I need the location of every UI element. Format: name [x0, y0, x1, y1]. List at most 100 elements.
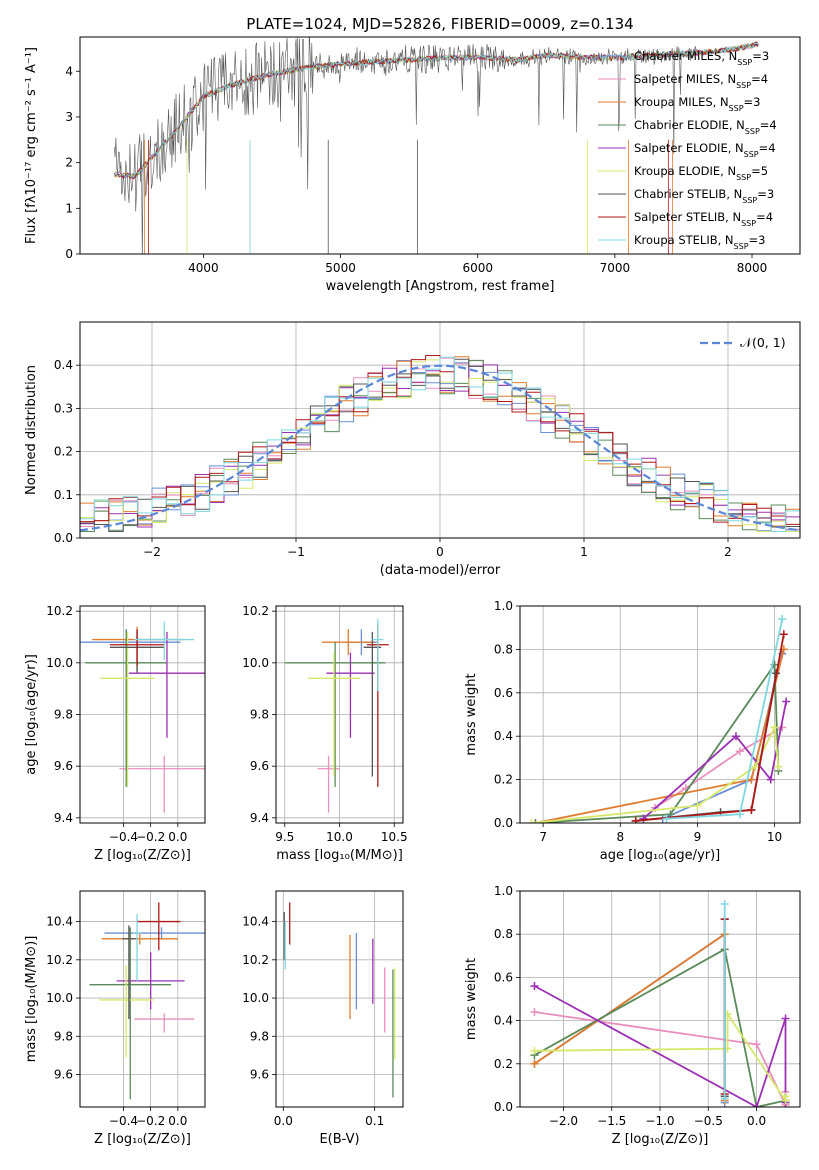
x-tick-label: −0.4	[109, 1114, 138, 1128]
x-tick-label: 0	[436, 545, 444, 559]
legend-entry: 𝒩(0, 1)	[740, 335, 786, 350]
weight-marker	[747, 775, 756, 784]
weight-marker	[720, 899, 729, 908]
y-tick-label: 9.8	[250, 1029, 269, 1043]
plot-area	[80, 355, 800, 532]
y-tick-label: 10.0	[46, 656, 73, 670]
y-tick-label: 10.0	[242, 991, 269, 1005]
x-tick-label: 5000	[325, 261, 356, 275]
x-tick-label: 6000	[462, 261, 493, 275]
weight-marker	[735, 747, 744, 756]
legend-subscript: SSP	[737, 58, 752, 67]
x-tick-label: −0.2	[136, 1114, 165, 1128]
legend-subscript: SSP	[734, 242, 749, 251]
weight-marker	[530, 1007, 539, 1016]
y-axis-label: mass weight	[464, 673, 479, 755]
panel-residuals: −2 −1 0 1 2 0.0 0.1 0.2 0.3 0.4 (data-model)/error…	[24, 321, 801, 578]
y-tick-label: 0.2	[54, 445, 73, 459]
legend-tail: =3	[757, 187, 774, 201]
plot-area	[89, 902, 205, 1100]
plot-area	[527, 615, 791, 823]
y-tick-label: 0.8	[494, 642, 513, 656]
legend-subscript: SSP	[742, 196, 757, 205]
x-tick-label: 0.0	[747, 1114, 766, 1128]
x-axis-label: Z [log₁₀(Z/Z⊙)]	[612, 1132, 709, 1147]
panel-age-vs-Z: −0.4−0.2 0.0 9.4 9.6 9.8 10.0 10.2 Z [log₁₀(Z/Z…	[24, 604, 206, 863]
legend-entry: Salpeter MILES, NSSP=4	[634, 72, 768, 90]
x-axis-label: E(B-V)	[319, 1132, 359, 1147]
legend-tail: =4	[759, 141, 776, 155]
y-tick-label: 10.2	[242, 953, 269, 967]
x-axis-label: (data-model)/error	[380, 563, 501, 578]
legend-tail: =4	[751, 72, 768, 86]
y-tick-label: 10.4	[46, 915, 73, 929]
weight-marker	[735, 810, 744, 819]
y-tick-label: 10.0	[242, 656, 269, 670]
legend-entry: Chabrier STELIB, NSSP=3	[634, 187, 774, 205]
weight-marker	[530, 1059, 539, 1068]
legend-tail: =4	[760, 118, 777, 132]
y-tick-label: 9.8	[250, 708, 269, 722]
y-tick-label: 0.0	[494, 1100, 513, 1114]
y-axis-label: age [log₁₀(age/yr)]	[24, 654, 39, 775]
legend-entry: Chabrier ELODIE, NSSP=4	[634, 118, 777, 136]
y-axis-label: Normed distribution	[24, 365, 39, 495]
y-tick-label: 0.1	[54, 488, 73, 502]
weight-line	[534, 947, 786, 1107]
legend-tail: =3	[744, 95, 761, 109]
y-tick-label: 10.2	[46, 604, 73, 618]
weight-marker	[747, 805, 756, 814]
y-tick-label: 0.0	[54, 531, 73, 545]
y-tick-label: 1.0	[494, 884, 513, 898]
y-axis-label: mass weight	[464, 958, 479, 1040]
y-tick-label: 10.4	[242, 915, 269, 929]
weight-marker	[530, 982, 539, 991]
weight-marker	[527, 819, 536, 823]
weight-marker	[774, 762, 783, 771]
x-tick-label: 9.5	[275, 830, 294, 844]
weight-marker	[781, 1014, 790, 1023]
panel-mass-vs-EBV: 0.0 0.1 9.6 9.8 10.0 10.2 10.4 E(B-V)	[242, 890, 404, 1147]
x-tick-label: 8	[616, 830, 624, 844]
weight-marker	[731, 732, 740, 741]
weight-marker	[770, 723, 779, 732]
axes-frame	[79, 890, 206, 1108]
weight-line	[642, 701, 787, 820]
x-axis-label: Z [log₁₀(Z/Z⊙)]	[94, 1132, 191, 1147]
legend-tail: =4	[756, 210, 773, 224]
y-tick-label: 9.8	[54, 1029, 73, 1043]
legend-tail: =3	[749, 233, 766, 247]
legend-subscript: SSP	[736, 81, 751, 90]
x-tick-label: 10.0	[326, 830, 353, 844]
y-axis-label: mass [log₁₀(M/M⊙)]	[24, 936, 39, 1063]
y-tick-label: 3	[65, 110, 73, 124]
weight-marker	[782, 697, 791, 706]
y-axis-label: Flux [fλ10⁻¹⁷ erg cm⁻² s⁻¹ A⁻¹]	[24, 47, 39, 244]
axes-frame	[275, 890, 404, 1108]
y-tick-label: 0.4	[494, 1014, 513, 1028]
x-tick-label: −1.0	[645, 1114, 674, 1128]
y-tick-label: 0.6	[494, 970, 513, 984]
x-tick-label: 10	[767, 830, 782, 844]
x-tick-label: 7	[539, 830, 547, 844]
weight-marker	[781, 1092, 790, 1101]
y-tick-label: 2	[65, 156, 73, 170]
legend-tail: =5	[751, 164, 768, 178]
weight-marker	[752, 1103, 761, 1107]
y-tick-label: 0.4	[54, 358, 73, 372]
weight-marker	[752, 1040, 761, 1049]
x-tick-label: −0.4	[109, 830, 138, 844]
y-tick-label: 10.2	[242, 604, 269, 618]
y-tick-label: 10.2	[46, 953, 73, 967]
weight-marker	[631, 816, 640, 823]
y-tick-label: 9.8	[54, 708, 73, 722]
x-tick-label: 2	[724, 545, 732, 559]
legend-subscript: SSP	[729, 104, 744, 113]
y-tick-label: 0.8	[494, 927, 513, 941]
y-tick-label: 4	[65, 64, 73, 78]
y-tick-label: 0.2	[494, 1057, 513, 1071]
spectrum-line	[113, 42, 758, 178]
y-tick-label: 0.4	[494, 729, 513, 743]
y-tick-label: 0.0	[494, 816, 513, 830]
x-tick-label: 7000	[600, 261, 631, 275]
